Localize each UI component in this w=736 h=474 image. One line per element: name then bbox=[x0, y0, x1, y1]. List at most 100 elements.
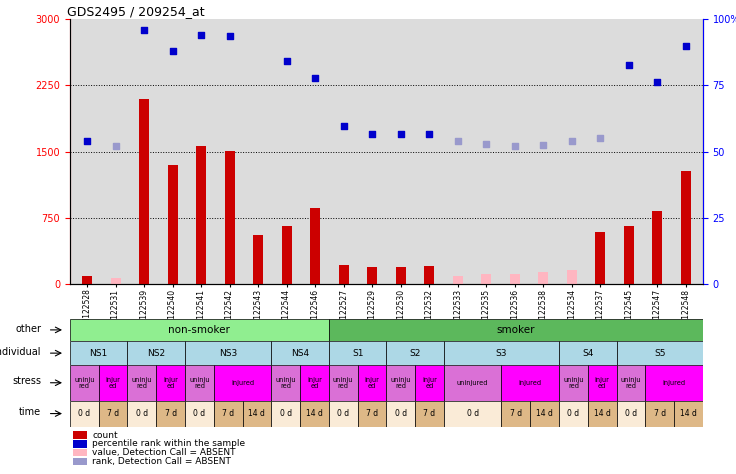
Bar bbox=[444, 365, 501, 401]
Bar bbox=[595, 232, 605, 284]
Text: count: count bbox=[92, 430, 118, 439]
Point bbox=[623, 61, 634, 69]
Bar bbox=[168, 165, 177, 284]
Point bbox=[680, 43, 692, 50]
Point bbox=[537, 141, 549, 148]
Bar bbox=[156, 365, 185, 401]
Bar bbox=[70, 401, 99, 427]
Bar bbox=[243, 401, 272, 427]
Bar bbox=[127, 365, 156, 401]
Text: 14 d: 14 d bbox=[594, 409, 611, 418]
Bar bbox=[70, 319, 329, 341]
Text: injur
ed: injur ed bbox=[106, 376, 121, 389]
Bar bbox=[253, 235, 263, 284]
Bar bbox=[156, 401, 185, 427]
Text: 7 d: 7 d bbox=[165, 409, 177, 418]
Text: injur
ed: injur ed bbox=[163, 376, 178, 389]
Bar bbox=[617, 401, 645, 427]
Bar bbox=[213, 365, 272, 401]
Text: injured: injured bbox=[662, 380, 686, 386]
Text: NS3: NS3 bbox=[219, 349, 237, 357]
Text: S1: S1 bbox=[352, 349, 364, 357]
Point bbox=[481, 140, 492, 147]
Text: injur
ed: injur ed bbox=[364, 376, 380, 389]
Text: 0 d: 0 d bbox=[135, 409, 148, 418]
Text: S5: S5 bbox=[654, 349, 665, 357]
Bar bbox=[329, 319, 703, 341]
Point bbox=[195, 31, 207, 39]
Bar bbox=[396, 267, 406, 284]
Point bbox=[110, 143, 121, 150]
Text: 7 d: 7 d bbox=[107, 409, 119, 418]
Text: 0 d: 0 d bbox=[280, 409, 291, 418]
Bar bbox=[127, 401, 156, 427]
Bar bbox=[329, 365, 358, 401]
Bar bbox=[282, 226, 291, 284]
Point bbox=[166, 47, 178, 55]
Text: NS1: NS1 bbox=[90, 349, 107, 357]
Point bbox=[367, 130, 378, 138]
Bar bbox=[99, 401, 127, 427]
Bar bbox=[329, 341, 386, 365]
Text: 0 d: 0 d bbox=[337, 409, 350, 418]
Point bbox=[423, 130, 435, 138]
Bar bbox=[567, 270, 577, 284]
Bar bbox=[185, 365, 213, 401]
Text: injur
ed: injur ed bbox=[307, 376, 322, 389]
Bar bbox=[73, 449, 87, 456]
Text: NS4: NS4 bbox=[291, 349, 309, 357]
Bar bbox=[127, 341, 185, 365]
Bar bbox=[310, 208, 320, 284]
Text: 7 d: 7 d bbox=[423, 409, 436, 418]
Bar bbox=[196, 146, 206, 284]
Bar bbox=[453, 276, 463, 284]
Point bbox=[566, 137, 578, 145]
Text: 0 d: 0 d bbox=[394, 409, 407, 418]
Text: 0 d: 0 d bbox=[194, 409, 205, 418]
Text: 7 d: 7 d bbox=[222, 409, 234, 418]
Bar bbox=[617, 365, 645, 401]
Text: time: time bbox=[19, 407, 41, 417]
Text: 7 d: 7 d bbox=[366, 409, 378, 418]
Bar bbox=[272, 341, 329, 365]
Bar bbox=[501, 401, 530, 427]
Text: 14 d: 14 d bbox=[537, 409, 553, 418]
Bar bbox=[213, 401, 243, 427]
Bar bbox=[73, 431, 87, 438]
Bar bbox=[70, 341, 127, 365]
Bar bbox=[617, 341, 703, 365]
Bar bbox=[538, 272, 548, 284]
Bar bbox=[424, 266, 434, 284]
Point bbox=[138, 26, 150, 33]
Text: rank, Detection Call = ABSENT: rank, Detection Call = ABSENT bbox=[92, 457, 231, 466]
Point bbox=[394, 130, 406, 138]
Text: uninju
red: uninju red bbox=[333, 376, 353, 389]
Text: injured: injured bbox=[231, 380, 254, 386]
Bar bbox=[481, 274, 491, 284]
Bar bbox=[358, 401, 386, 427]
Text: percentile rank within the sample: percentile rank within the sample bbox=[92, 439, 245, 448]
Point bbox=[338, 122, 350, 130]
Bar bbox=[559, 341, 617, 365]
Text: 14 d: 14 d bbox=[249, 409, 266, 418]
Bar bbox=[73, 440, 87, 447]
Bar bbox=[70, 365, 99, 401]
Text: stress: stress bbox=[12, 376, 41, 386]
Bar bbox=[530, 401, 559, 427]
Text: 0 d: 0 d bbox=[567, 409, 579, 418]
Text: uninju
red: uninju red bbox=[563, 376, 584, 389]
Text: 0 d: 0 d bbox=[625, 409, 637, 418]
Text: uninjured: uninjured bbox=[457, 380, 489, 386]
Text: 14 d: 14 d bbox=[306, 409, 323, 418]
Text: uninju
red: uninju red bbox=[189, 376, 210, 389]
Bar bbox=[82, 275, 92, 284]
Bar bbox=[329, 401, 358, 427]
Bar bbox=[224, 151, 235, 284]
Bar bbox=[99, 365, 127, 401]
Bar bbox=[110, 278, 121, 284]
Bar bbox=[559, 401, 588, 427]
Bar bbox=[185, 401, 213, 427]
Text: 14 d: 14 d bbox=[680, 409, 697, 418]
Point bbox=[81, 137, 93, 145]
Text: S3: S3 bbox=[496, 349, 507, 357]
